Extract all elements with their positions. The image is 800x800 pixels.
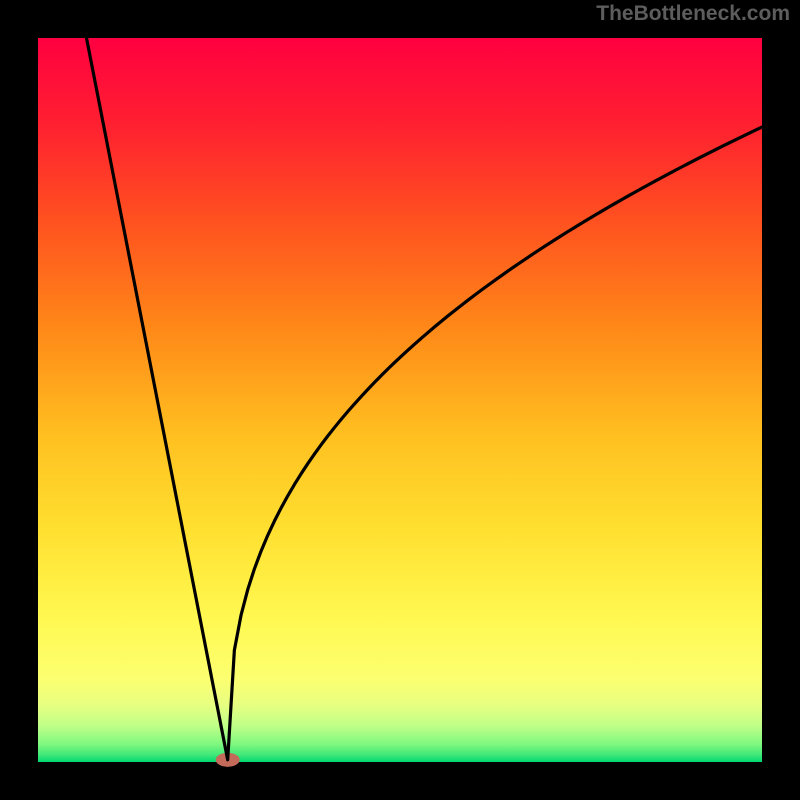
attribution-text: TheBottleneck.com [596,2,790,26]
bottleneck-chart [0,0,800,800]
plot-background [38,38,762,762]
chart-container: TheBottleneck.com [0,0,800,800]
